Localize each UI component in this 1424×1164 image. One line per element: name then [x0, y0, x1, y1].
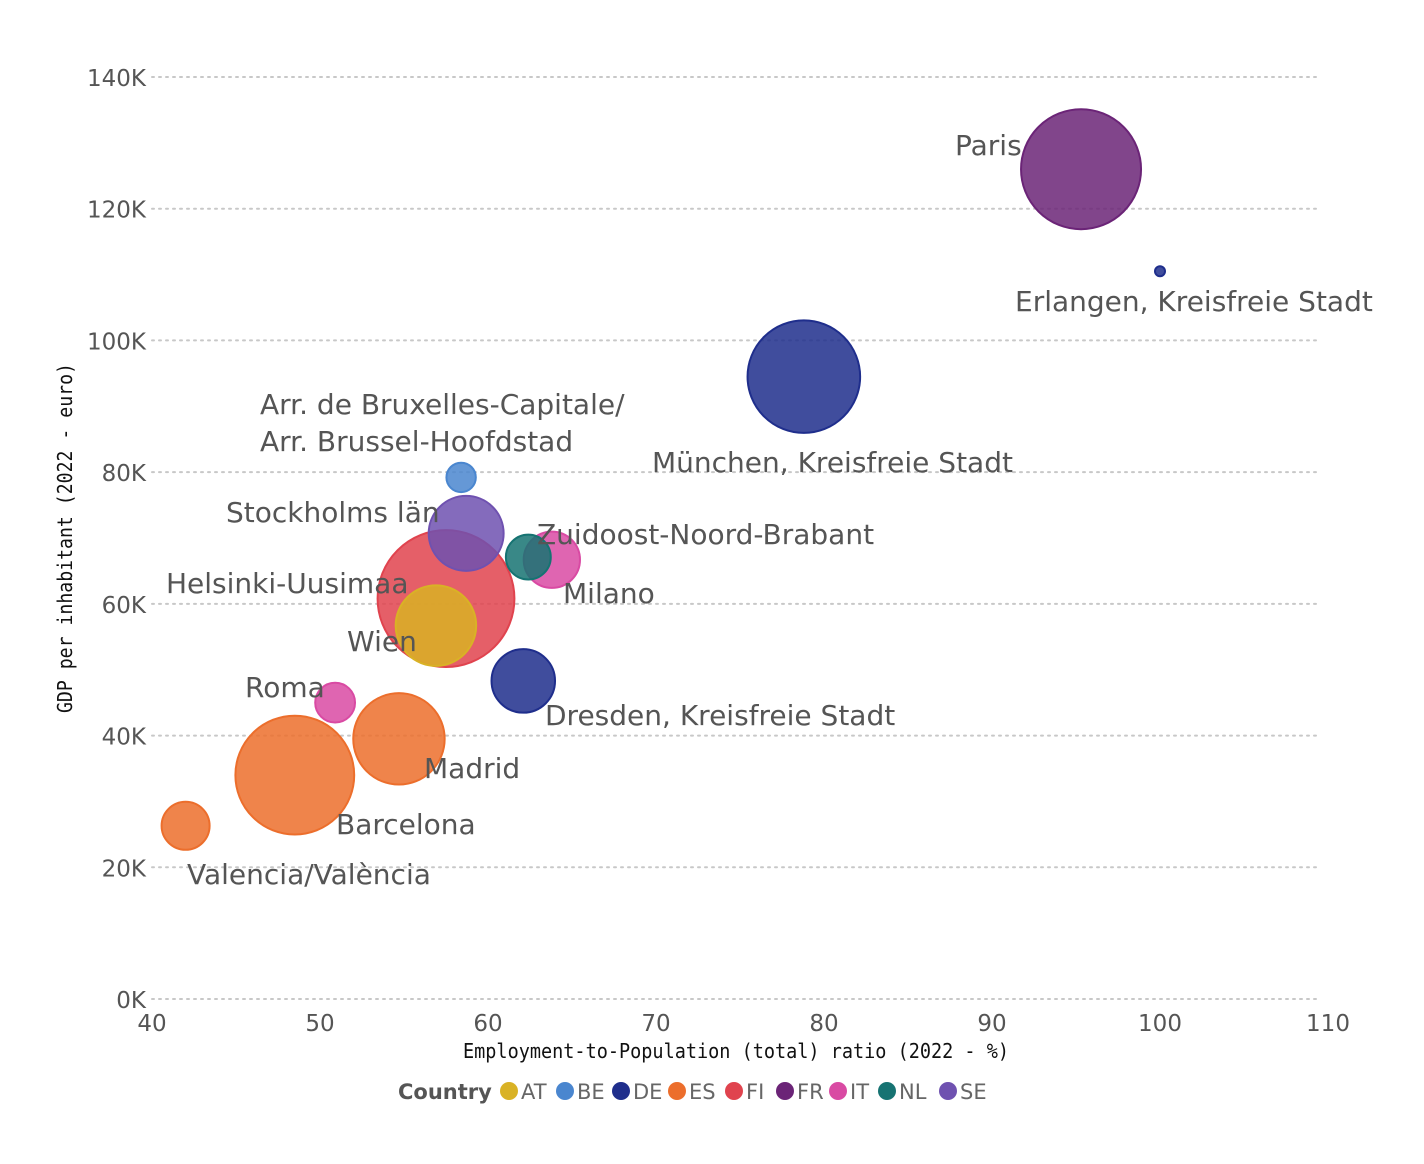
legend-item-at[interactable]: AT — [500, 1080, 547, 1104]
y-tick-label: 100K — [87, 329, 147, 355]
legend-item-fr[interactable]: FR — [776, 1080, 824, 1104]
legend-item-se[interactable]: SE — [939, 1080, 987, 1104]
legend-swatch — [725, 1082, 743, 1100]
y-axis-title: GDP per inhabitant (2022 - euro) — [53, 363, 77, 713]
legend-label: AT — [521, 1080, 547, 1104]
x-axis-title: Employment-to-Population (total) ratio (… — [463, 1039, 1009, 1063]
legend-swatch — [829, 1082, 847, 1100]
bubble-label: Dresden, Kreisfreie Stadt — [545, 699, 895, 732]
bubble-point[interactable]: Arr. de Bruxelles-Capitale/ Arr. Brussel… — [445, 461, 477, 494]
x-tick-label: 60 — [473, 1011, 502, 1037]
bubble-point[interactable]: Stockholms län — [427, 494, 505, 572]
legend-label: IT — [850, 1080, 869, 1104]
bubble-label: München, Kreisfreie Stadt — [652, 446, 1013, 479]
legend-label: BE — [577, 1080, 605, 1104]
x-tick-label: 80 — [809, 1011, 838, 1037]
legend-item-fi[interactable]: FI — [725, 1080, 764, 1104]
bubble-point[interactable]: Erlangen, Kreisfreie Stadt — [1154, 265, 1166, 278]
y-tick-label: 20K — [102, 856, 147, 882]
y-tick-label: 60K — [102, 593, 147, 619]
bubble-point[interactable]: Zuidoost-Noord-Brabant — [504, 533, 552, 581]
legend-title: Country — [398, 1080, 492, 1104]
bubble-label: Madrid — [424, 752, 520, 785]
legend-item-nl[interactable]: NL — [878, 1080, 927, 1104]
bubbles: Helsinki-Uusimaa Paris Barcelona München, K… — [160, 108, 1166, 851]
bubble-label: Zuidoost-Noord-Brabant — [537, 518, 874, 551]
legend-swatch — [939, 1082, 957, 1100]
y-tick-label: 0K — [116, 988, 147, 1014]
x-tick-label: 110 — [1306, 1011, 1350, 1037]
legend-item-es[interactable]: ES — [668, 1080, 716, 1104]
legend-item-be[interactable]: BE — [556, 1080, 605, 1104]
legend-swatch — [556, 1082, 574, 1100]
x-tick-label: 70 — [641, 1011, 670, 1037]
legend-swatch — [776, 1082, 794, 1100]
legend-label: ES — [689, 1080, 716, 1104]
legend-swatch — [878, 1082, 896, 1100]
x-tick-label: 90 — [977, 1011, 1006, 1037]
y-tick-label: 80K — [102, 461, 147, 487]
x-tick-label: 50 — [305, 1011, 334, 1037]
bubble-label: Wien — [347, 625, 417, 658]
bubble-label: Helsinki-Uusimaa — [166, 567, 408, 600]
legend-label: FR — [797, 1080, 824, 1104]
bubble-label: Barcelona — [336, 808, 476, 841]
legend-item-it[interactable]: IT — [829, 1080, 869, 1104]
legend-label: SE — [960, 1080, 987, 1104]
legend-swatch — [668, 1082, 686, 1100]
bubble-label: Valencia/València — [187, 858, 431, 891]
bubble-label: Roma — [245, 671, 325, 704]
y-tick-label: 140K — [87, 66, 147, 92]
bubble-label: Milano — [563, 577, 655, 610]
bubble-point[interactable]: Valencia/València — [160, 800, 211, 851]
bubble-label: Erlangen, Kreisfreie Stadt — [1015, 285, 1373, 318]
legend-label: FI — [746, 1080, 764, 1104]
y-tick-label: 120K — [87, 198, 147, 224]
legend-label: NL — [899, 1080, 927, 1104]
legend-swatch — [612, 1082, 630, 1100]
legend-item-de[interactable]: DE — [612, 1080, 662, 1104]
x-tick-label: 100 — [1138, 1011, 1182, 1037]
bubble-point[interactable]: Wien — [394, 584, 478, 667]
bubble-label: Stockholms län — [226, 496, 440, 529]
legend: Country AT BE DE ES FI FR IT NL SE — [398, 1080, 987, 1104]
legend-swatch — [500, 1082, 518, 1100]
bubble-point[interactable]: Barcelona — [234, 714, 356, 836]
bubble-point[interactable]: Madrid — [352, 692, 446, 786]
bubble-point[interactable]: Paris — [1020, 108, 1143, 231]
bubble-point[interactable]: Dresden, Kreisfreie Stadt — [490, 648, 557, 714]
bubble-label: Arr. de Bruxelles-Capitale/Arr. Brussel-… — [260, 388, 625, 458]
y-tick-label: 40K — [102, 725, 147, 751]
legend-label: DE — [633, 1080, 662, 1104]
bubble-point[interactable]: Roma — [314, 681, 357, 724]
x-tick-label: 40 — [137, 1011, 166, 1037]
bubble-label: Paris — [955, 129, 1022, 162]
bubble-point[interactable]: München, Kreisfreie Stadt — [746, 319, 862, 434]
bubble-labels: Helsinki-Uusimaa Paris München, Kreisfreie… — [166, 129, 1373, 891]
